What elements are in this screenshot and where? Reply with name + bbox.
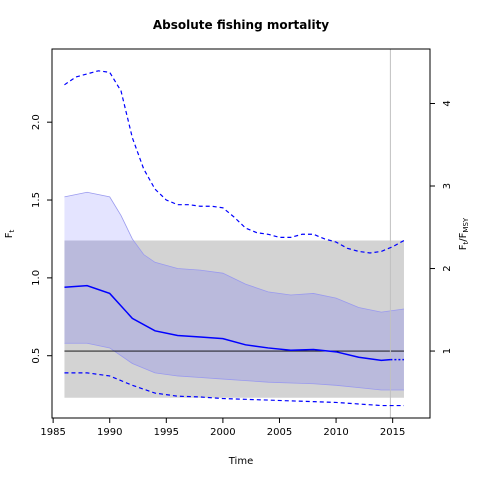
- plot-frame: [51, 48, 431, 419]
- x-tick-label: 2010: [323, 427, 348, 438]
- right-axis-tick-label: 1: [442, 348, 453, 354]
- x-tick-label: 2000: [210, 427, 235, 438]
- lower-ci-dashed-line: [64, 372, 404, 407]
- right-axis-label: Ft/FMSY: [458, 217, 470, 250]
- right-axis-tick-label: 4: [442, 100, 453, 106]
- y-tick-label: 2.0: [31, 114, 42, 130]
- right-axis-tick-label: 2: [442, 265, 453, 271]
- y-axis-label: Ft: [4, 229, 16, 238]
- estimate-line: [64, 284, 391, 362]
- y-tick-label: 1.0: [31, 270, 42, 286]
- right-axis-tick-label: 3: [442, 183, 453, 189]
- x-tick-label: 1985: [40, 427, 65, 438]
- chart-title: Absolute fishing mortality: [153, 18, 329, 32]
- ci-lower-edge: [64, 342, 404, 391]
- x-axis-label: Time: [228, 456, 253, 467]
- x-tick-label: 1995: [154, 427, 179, 438]
- x-tick-label: 2005: [267, 427, 292, 438]
- x-tick-label: 2015: [380, 427, 405, 438]
- ci-band-overlap: [64, 240, 404, 390]
- ci-upper-edge: [64, 191, 405, 313]
- x-tick-label: 1990: [97, 427, 122, 438]
- y-tick-label: 1.5: [31, 192, 42, 208]
- upper-ci-dashed-line: [64, 70, 405, 254]
- y-tick-label: 0.5: [31, 348, 42, 364]
- plot-area: [64, 49, 405, 418]
